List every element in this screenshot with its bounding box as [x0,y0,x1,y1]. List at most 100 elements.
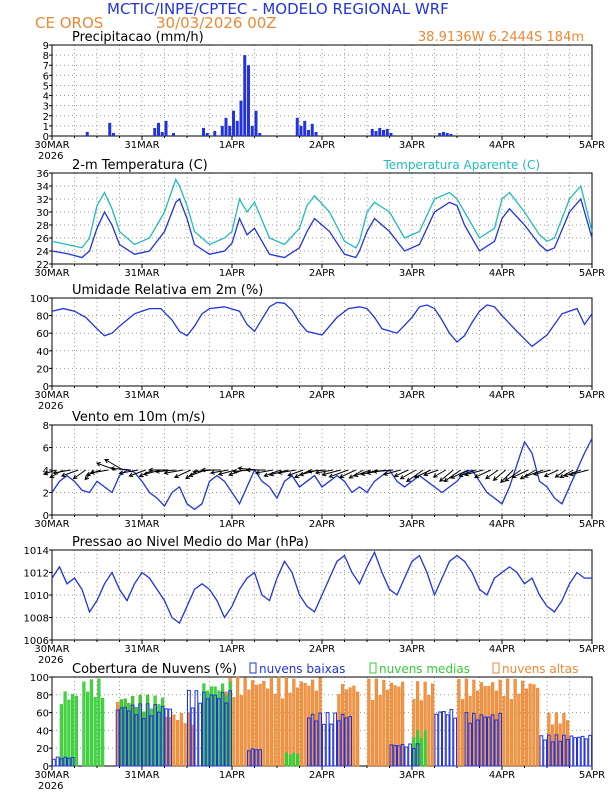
y-tick-label: 28 [36,221,49,232]
temp-panel [49,172,593,268]
wind-arrow-head [450,474,456,479]
low-cloud-bar [310,713,315,767]
wind-arrow-head [245,467,251,473]
low-cloud-bar [318,712,322,767]
y-tick-label: 26 [36,234,49,245]
wind-arrow-head [60,472,66,478]
wind-arrow [512,469,529,478]
low-cloud-bar [187,689,191,767]
wind-arrow [104,459,124,471]
high-cloud-bar [179,713,183,767]
wind-arrow [394,469,409,477]
high-cloud-bar [183,723,187,767]
wind-arrow-head [298,471,304,477]
wind-arrow [61,469,79,477]
station-coords: 38.9136W 6.2444S 184m [418,30,584,45]
wind-arrow [544,469,559,477]
wind-arrow [423,469,439,476]
high-cloud-bar [524,688,528,767]
low-cloud-bar [55,756,60,767]
x-tick-label: 2APR [309,519,335,530]
x-tick-label: 3APR [399,770,425,781]
wind-arrow-head [485,474,490,480]
high-cloud-bar [509,699,513,767]
run-date: 30/03/2026 00Z [156,14,277,32]
wind-arrow-head [473,473,479,479]
high-cloud-bar [506,678,510,767]
y-tick-label: 80 [36,312,49,323]
wind-arrow [322,469,341,476]
high-cloud-bar [386,689,390,767]
y-tick-label: 6 [43,444,49,455]
x-tick-label: 5APR [579,140,605,151]
x-tick-label: 5APR [579,268,605,279]
wind-arrow-head [72,474,78,480]
low-cloud-bar [475,719,480,767]
x-tick-label: 31MAR [124,519,159,530]
cloud-legend-label: nuvens baixas [259,662,345,676]
mid-cloud-bar [284,752,288,767]
y-tick-label: 40 [36,347,49,358]
wind-arrow-head [423,471,429,477]
wind-arrow-head [84,475,90,481]
wind-arrow [73,469,87,480]
wind-arrow-head [439,477,444,482]
wind-arrow-head [95,462,101,467]
low-cloud-bar [558,740,562,767]
mid-cloud-bar [288,754,292,767]
wind-arrow [308,469,326,473]
precip-bar [85,131,89,136]
high-cloud-bar [176,719,180,767]
wind-arrow-head [366,470,371,476]
y-tick-label: 0 [43,762,49,773]
low-cloud-bar [472,712,476,767]
precip-bar [224,117,228,136]
wind-arrow [119,469,139,474]
low-cloud-bar [494,719,499,767]
precip-bar [314,131,318,136]
y-tick-label: 3 [43,102,49,113]
x-tick-label: 2APR [309,644,335,655]
legend-swatch [492,662,500,674]
wind-arrow-head [321,471,327,477]
x-tick-label: 3APR [399,268,425,279]
low-cloud-bar [142,718,146,767]
wind-arrow [53,469,71,474]
wind-arrow [533,469,551,476]
high-cloud-bar [513,678,517,767]
temp-2m-line [51,197,593,259]
wind-arrow-head [293,473,299,479]
precip-bar [254,110,258,136]
wind-arrow-head [532,471,538,476]
low-cloud-bar [123,706,127,767]
wind-arrow-head [163,470,169,476]
low-cloud-bar [573,737,577,767]
x-tick-label: 4APR [489,140,515,151]
wind-arrow-head [263,472,269,478]
mid-cloud-bar [82,681,86,767]
x-tick-label: 4APR [489,390,515,401]
x-tick-label: 4APR [489,770,515,781]
rh-title: Umidade Relativa em 2m (%) [72,283,263,298]
precip-bar [307,129,310,136]
precip-bar [247,65,250,136]
x-tick-label: 3APR [399,390,425,401]
precip-bar [370,128,374,136]
precip-panel [49,44,593,140]
wind-arrow [129,469,146,477]
low-cloud-bar [220,691,225,767]
y-tick-label: 22 [36,260,49,271]
wind-arrow-head [232,468,238,474]
x-tick-label: 31MAR [124,390,159,401]
mid-cloud-bar [89,679,93,767]
precip-bar [213,130,217,136]
high-cloud-bar [528,683,532,767]
high-cloud-bar [243,677,247,767]
x-tick-label: 30MAR [34,519,69,530]
wind-arrow-head [372,469,378,474]
high-cloud-bar [378,695,382,767]
wind-arrow-head [328,473,334,478]
y-tick-label: 2 [43,489,49,500]
mid-cloud-bar [71,693,75,767]
low-cloud-bar [333,712,337,767]
